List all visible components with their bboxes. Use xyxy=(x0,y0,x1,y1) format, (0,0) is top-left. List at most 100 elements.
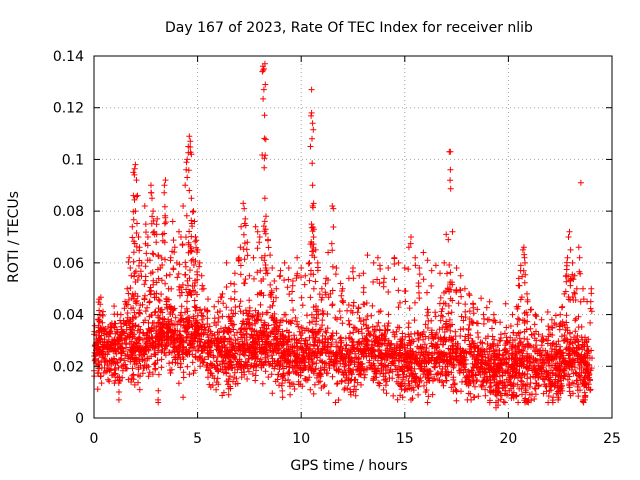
data-point xyxy=(508,373,515,380)
data-point xyxy=(171,249,178,256)
data-point xyxy=(524,350,531,357)
data-point xyxy=(519,383,526,389)
data-point xyxy=(165,296,172,303)
data-point xyxy=(382,382,389,389)
data-point xyxy=(553,364,560,371)
data-point xyxy=(384,355,391,361)
data-point xyxy=(285,333,292,339)
y-tick-label: 0.12 xyxy=(53,101,84,117)
data-point xyxy=(350,299,357,306)
data-point xyxy=(182,263,189,270)
data-point xyxy=(540,364,547,371)
data-point xyxy=(162,256,168,263)
data-point xyxy=(478,383,485,390)
data-point xyxy=(416,379,423,385)
data-point xyxy=(394,396,401,403)
data-point xyxy=(440,336,447,343)
data-point xyxy=(208,338,215,345)
data-point xyxy=(263,213,269,220)
x-tick-label: 25 xyxy=(603,431,621,447)
data-point xyxy=(420,249,427,256)
data-point xyxy=(273,294,279,301)
data-point xyxy=(569,294,576,300)
data-point xyxy=(323,329,330,336)
data-point xyxy=(587,377,594,384)
data-point xyxy=(271,310,278,317)
data-point xyxy=(132,348,139,355)
data-point xyxy=(298,324,305,331)
data-point xyxy=(250,254,257,261)
data-point xyxy=(178,289,185,296)
data-point xyxy=(171,244,178,251)
data-point xyxy=(408,371,415,378)
data-point xyxy=(231,332,238,339)
data-point xyxy=(401,387,408,394)
data-point xyxy=(184,363,191,370)
data-point xyxy=(177,312,184,319)
data-point xyxy=(446,262,453,268)
data-point xyxy=(435,370,442,377)
data-point xyxy=(356,341,363,348)
data-point xyxy=(538,337,545,343)
data-point xyxy=(544,350,551,356)
data-point xyxy=(446,316,453,323)
data-point xyxy=(328,240,335,247)
data-point xyxy=(168,333,175,340)
data-point xyxy=(314,348,321,355)
data-point xyxy=(321,336,328,343)
data-point xyxy=(326,348,333,355)
data-point xyxy=(310,234,317,240)
data-point xyxy=(499,352,506,359)
data-point xyxy=(159,315,166,322)
data-point xyxy=(217,361,223,368)
data-point xyxy=(130,258,137,265)
data-point xyxy=(261,218,268,225)
data-point xyxy=(458,293,465,300)
data-point xyxy=(346,321,353,328)
data-point xyxy=(548,348,555,355)
data-point xyxy=(313,321,319,328)
data-point xyxy=(538,316,545,323)
data-point xyxy=(143,346,150,353)
data-point xyxy=(421,341,428,348)
data-point xyxy=(567,392,574,399)
data-point xyxy=(457,286,463,293)
data-point xyxy=(161,220,168,227)
data-point xyxy=(588,308,595,315)
data-point xyxy=(470,301,477,308)
data-point xyxy=(133,177,140,184)
data-point xyxy=(441,352,447,359)
data-point xyxy=(168,349,175,356)
data-point xyxy=(466,316,473,322)
data-point xyxy=(540,373,547,380)
data-point xyxy=(321,382,328,388)
data-point xyxy=(523,309,530,316)
data-point xyxy=(145,373,152,380)
data-point xyxy=(298,335,305,342)
data-point xyxy=(146,313,153,320)
data-point xyxy=(296,328,303,335)
data-point xyxy=(310,200,317,207)
data-point xyxy=(252,320,259,327)
data-point xyxy=(187,138,194,145)
data-point xyxy=(493,392,500,399)
data-point xyxy=(536,350,543,357)
data-point xyxy=(111,337,117,344)
data-point xyxy=(219,366,226,373)
data-point xyxy=(200,359,207,366)
data-point xyxy=(321,364,328,371)
data-point xyxy=(540,390,547,397)
data-point xyxy=(519,246,526,253)
data-point xyxy=(227,373,233,380)
data-point xyxy=(457,359,464,366)
data-point xyxy=(531,396,538,402)
data-point xyxy=(369,323,376,330)
data-point xyxy=(316,291,323,298)
data-point xyxy=(441,356,448,363)
data-point xyxy=(179,315,186,322)
data-point xyxy=(513,358,520,364)
data-point xyxy=(485,365,492,372)
data-point xyxy=(566,347,573,354)
data-point xyxy=(215,335,222,342)
data-point xyxy=(287,383,293,390)
